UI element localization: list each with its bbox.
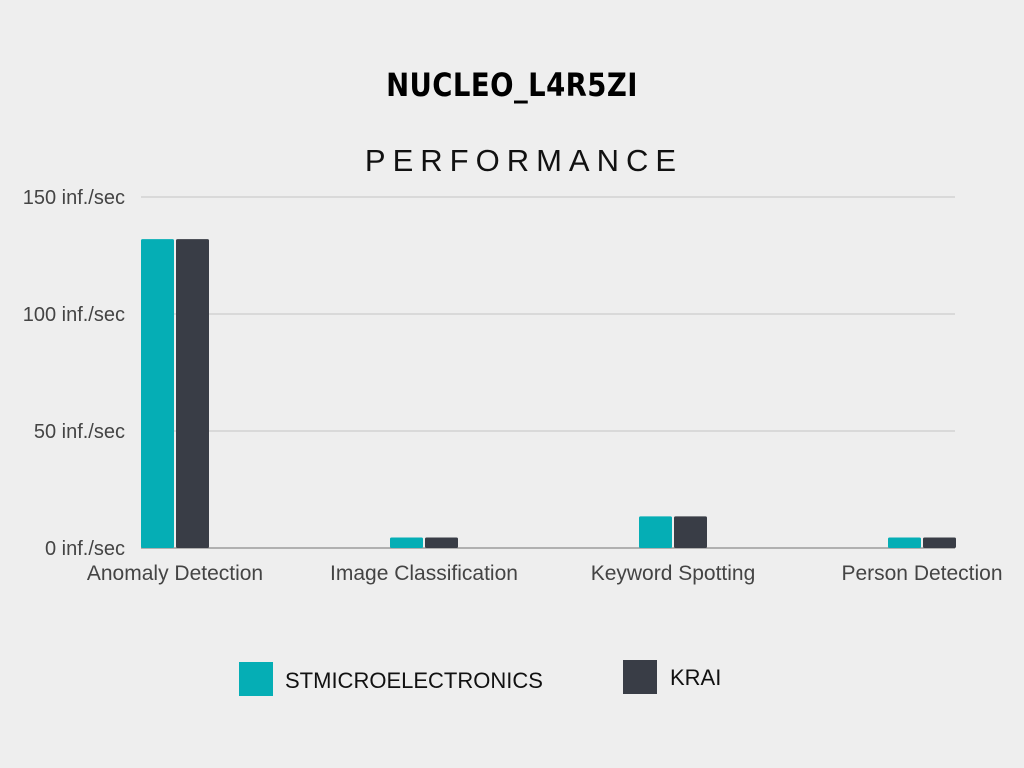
bars [141, 239, 956, 548]
x-tick-label: Keyword Spotting [591, 562, 756, 585]
legend-label: STMICROELECTRONICS [285, 668, 543, 693]
bar [674, 516, 707, 548]
legend-swatch [239, 662, 273, 696]
x-tick-label: Person Detection [841, 562, 1002, 585]
bar [923, 537, 956, 548]
bar [639, 516, 672, 548]
legend-label: KRAI [670, 665, 721, 690]
bar [141, 239, 174, 548]
bar [390, 537, 423, 548]
y-tick-label: 150 inf./sec [23, 187, 125, 209]
y-tick-label: 100 inf./sec [23, 304, 125, 326]
y-tick-label: 50 inf./sec [34, 421, 125, 443]
bar [176, 239, 209, 548]
chart-subtitle: PERFORMANCE [364, 143, 684, 178]
x-tick-label: Image Classification [330, 562, 518, 585]
y-tick-label: 0 inf./sec [45, 538, 125, 560]
x-axis-ticks: Anomaly Detection Image Classification Key… [87, 562, 1003, 585]
bar [425, 537, 458, 548]
y-axis-ticks: 0 inf./sec 50 inf./sec 100 inf./sec 150 inf… [23, 187, 125, 560]
x-tick-label: Anomaly Detection [87, 562, 263, 585]
bar [888, 537, 921, 548]
legend-swatch [623, 660, 657, 694]
chart-title: NUCLEO_L4R5ZI [386, 66, 638, 104]
legend: STMICROELECTRONICS KRAI [239, 660, 721, 696]
gridlines [141, 196, 955, 549]
